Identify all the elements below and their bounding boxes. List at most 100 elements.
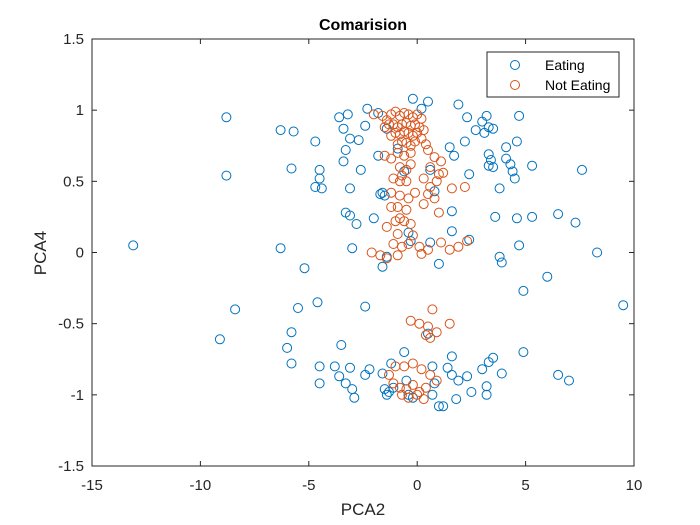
point-not-eating	[397, 389, 407, 400]
point-not-eating	[425, 162, 436, 173]
point-not-eating	[459, 182, 470, 192]
point-eating	[314, 173, 325, 184]
legend-label-not-eating: Not Eating	[545, 77, 610, 93]
point-eating	[466, 387, 477, 397]
point-not-eating	[403, 239, 414, 249]
point-not-eating	[386, 202, 397, 212]
x-ticks: -15 -10 -5 0 5 10	[81, 39, 642, 494]
point-eating	[577, 164, 587, 175]
point-eating	[501, 142, 512, 153]
point-not-eating	[425, 369, 436, 380]
point-eating	[375, 189, 386, 200]
point-eating	[310, 182, 321, 192]
point-eating	[564, 375, 574, 386]
legend: Eating Not Eating	[486, 51, 620, 98]
point-eating	[618, 300, 629, 311]
point-eating	[427, 389, 438, 400]
point-eating	[490, 211, 501, 222]
point-eating	[392, 143, 403, 154]
point-not-eating	[416, 364, 427, 375]
chart-title: Comarision	[319, 17, 407, 34]
point-eating	[368, 213, 379, 224]
point-not-eating	[407, 230, 418, 241]
point-not-eating	[423, 145, 433, 155]
point-not-eating	[420, 139, 431, 150]
point-not-eating	[379, 150, 390, 161]
point-not-eating	[453, 241, 464, 252]
point-eating	[128, 240, 139, 251]
point-eating	[334, 371, 345, 382]
point-eating	[425, 237, 436, 248]
point-eating	[351, 219, 362, 229]
point-not-eating	[438, 167, 449, 178]
point-eating	[488, 162, 499, 173]
point-eating	[316, 183, 327, 194]
plot-background	[92, 39, 634, 466]
point-not-eating	[392, 250, 403, 261]
point-not-eating	[418, 199, 429, 210]
point-eating	[388, 382, 399, 393]
legend-marker-not-eating	[510, 80, 520, 90]
point-eating	[485, 155, 496, 165]
y-axis-label: PCA4	[31, 231, 50, 275]
point-eating	[446, 369, 457, 380]
point-not-eating	[405, 315, 416, 326]
point-not-eating	[399, 108, 410, 118]
point-not-eating	[394, 176, 405, 187]
point-eating	[433, 401, 444, 412]
point-not-eating	[433, 169, 444, 180]
point-not-eating	[375, 250, 386, 261]
point-eating	[483, 160, 494, 171]
point-not-eating	[401, 204, 412, 215]
point-eating	[286, 358, 297, 369]
point-not-eating	[418, 173, 429, 184]
point-not-eating	[397, 170, 407, 181]
point-eating	[507, 166, 518, 177]
x-tick-label: 5	[521, 477, 529, 494]
point-eating	[286, 163, 297, 174]
point-eating	[433, 258, 444, 269]
point-eating	[464, 234, 475, 245]
point-eating	[527, 160, 538, 171]
x-tick-label: 10	[626, 477, 643, 494]
point-eating	[381, 389, 392, 400]
point-eating	[518, 347, 529, 358]
point-not-eating	[436, 237, 446, 248]
point-eating	[592, 247, 603, 258]
x-tick-label: -5	[302, 477, 315, 494]
point-not-eating	[388, 173, 399, 184]
point-not-eating	[410, 187, 420, 198]
point-eating	[446, 351, 457, 362]
point-not-eating	[444, 244, 455, 255]
point-not-eating	[403, 193, 414, 204]
point-eating	[429, 378, 440, 389]
point-eating	[494, 251, 505, 262]
point-not-eating	[381, 221, 392, 232]
point-eating	[462, 112, 473, 123]
y-ticks: -1.5 -1 -0.5 0 0.5 1 1.5	[58, 31, 634, 475]
point-eating	[329, 361, 340, 372]
point-eating	[377, 261, 388, 272]
y-tick-label: 0.5	[63, 173, 84, 190]
y-tick-label: -1	[71, 387, 84, 404]
point-not-eating	[416, 248, 427, 259]
point-eating	[221, 170, 232, 181]
point-eating	[282, 342, 293, 353]
point-not-eating	[431, 375, 442, 386]
point-eating	[464, 169, 475, 180]
point-eating	[453, 99, 464, 110]
point-eating	[312, 297, 323, 308]
point-not-eating	[446, 183, 457, 194]
point-not-eating	[431, 176, 442, 187]
point-eating	[399, 347, 410, 358]
point-eating	[275, 243, 286, 254]
point-eating	[483, 149, 494, 160]
y-tick-label: 0	[76, 245, 84, 262]
point-eating	[340, 378, 351, 389]
point-not-eating	[384, 119, 394, 130]
point-eating	[479, 127, 490, 138]
point-eating	[345, 362, 355, 373]
point-eating	[286, 327, 297, 338]
x-tick-label: -10	[190, 477, 212, 494]
